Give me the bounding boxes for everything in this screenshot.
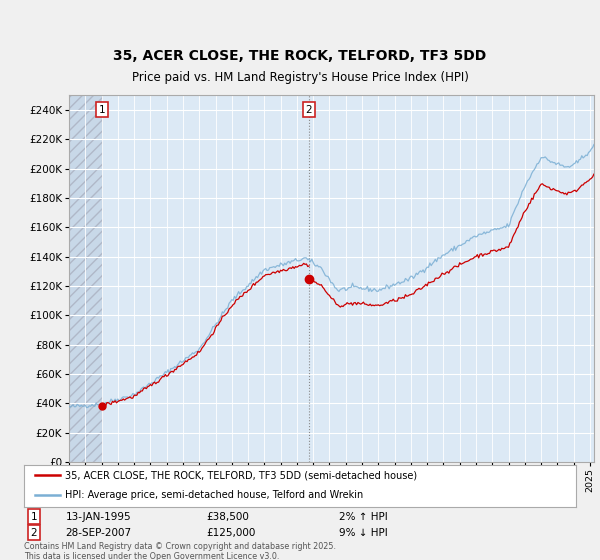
Text: HPI: Average price, semi-detached house, Telford and Wrekin: HPI: Average price, semi-detached house,… (65, 490, 364, 500)
Text: 1: 1 (99, 105, 106, 115)
Bar (69, 95, 102, 462)
Text: £125,000: £125,000 (206, 528, 256, 538)
Text: 35, ACER CLOSE, THE ROCK, TELFORD, TF3 5DD: 35, ACER CLOSE, THE ROCK, TELFORD, TF3 5… (113, 49, 487, 63)
Text: Contains HM Land Registry data © Crown copyright and database right 2025.
This d: Contains HM Land Registry data © Crown c… (24, 542, 336, 560)
Text: £38,500: £38,500 (206, 512, 249, 522)
Text: 2: 2 (305, 105, 312, 115)
Text: 28-SEP-2007: 28-SEP-2007 (65, 528, 131, 538)
Text: 35, ACER CLOSE, THE ROCK, TELFORD, TF3 5DD (semi-detached house): 35, ACER CLOSE, THE ROCK, TELFORD, TF3 5… (65, 470, 418, 480)
Text: 2: 2 (31, 528, 37, 538)
Text: 13-JAN-1995: 13-JAN-1995 (65, 512, 131, 522)
Text: 9% ↓ HPI: 9% ↓ HPI (338, 528, 388, 538)
Text: 2% ↑ HPI: 2% ↑ HPI (338, 512, 388, 522)
Text: 1: 1 (31, 512, 37, 522)
Text: Price paid vs. HM Land Registry's House Price Index (HPI): Price paid vs. HM Land Registry's House … (131, 71, 469, 84)
